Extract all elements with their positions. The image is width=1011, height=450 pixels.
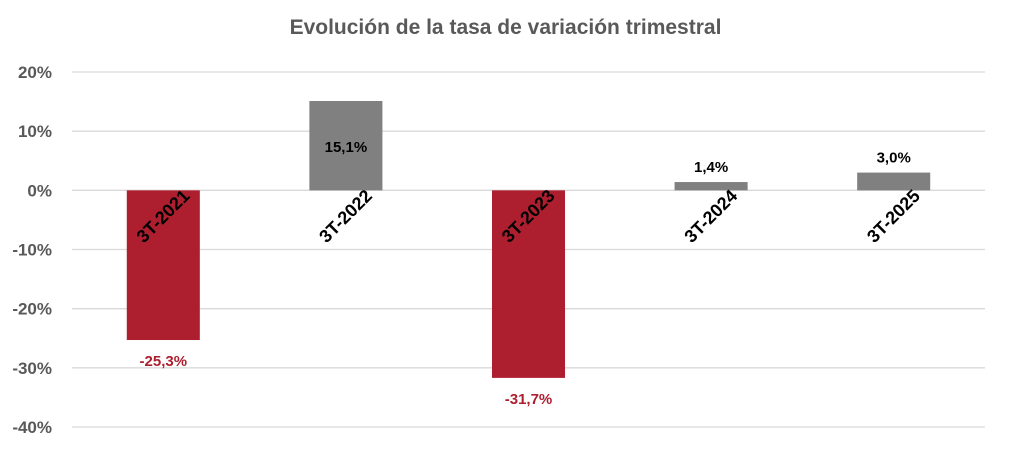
data-label: -31,7% — [505, 391, 553, 408]
y-tick-label: 0% — [27, 181, 52, 200]
y-tick-label: 20% — [18, 63, 52, 82]
data-label: 3,0% — [877, 150, 911, 167]
y-tick-label: 10% — [18, 122, 52, 141]
y-tick-label: -40% — [12, 418, 52, 437]
bars — [126, 100, 931, 378]
data-label: 15,1% — [325, 139, 368, 156]
category-label: 3T-2025 — [863, 186, 924, 247]
data-label: 1,4% — [694, 159, 728, 176]
y-tick-label: -10% — [12, 241, 52, 260]
chart-title: Evolución de la tasa de variación trimes… — [289, 16, 722, 39]
bar-3T-2024 — [674, 182, 748, 191]
bar-3T-2021 — [126, 190, 200, 341]
y-tick-label: -30% — [12, 359, 52, 378]
bar-3T-2023 — [491, 190, 566, 378]
data-label: -25,3% — [140, 353, 188, 370]
bar-3T-2025 — [857, 172, 931, 191]
data-labels: -25,3% 15,1% -31,7% 1,4% 3,0% — [140, 139, 911, 408]
category-label: 3T-2024 — [680, 186, 741, 247]
y-axis-ticks: 20% 10% 0% -10% -20% -30% -40% — [12, 63, 52, 437]
category-label: 3T-2022 — [315, 186, 376, 247]
bar-3T-2022 — [309, 100, 383, 191]
y-tick-label: -20% — [12, 300, 52, 319]
